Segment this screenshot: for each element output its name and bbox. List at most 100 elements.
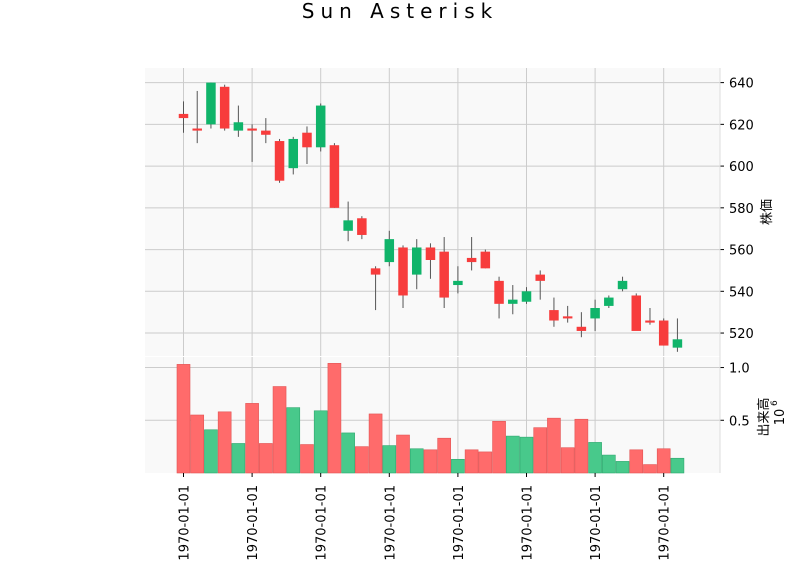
candle-body: [658, 320, 669, 346]
volume-bar: [547, 417, 561, 474]
price-tick-label: 640: [729, 77, 754, 92]
price-axis-label: 株価: [760, 199, 775, 225]
volume-bar: [327, 363, 342, 474]
candle-body: [425, 247, 436, 260]
volume-bar: [602, 454, 616, 474]
volume-bar: [176, 364, 191, 474]
price-panel: [145, 68, 720, 356]
volume-bar: [478, 451, 493, 474]
candle-body: [645, 320, 655, 323]
volume-bar: [204, 429, 218, 474]
volume-bar: [670, 457, 685, 474]
x-tick-label: 1970-01-01: [521, 485, 536, 561]
candle-body: [302, 132, 312, 148]
candle-body: [439, 251, 449, 298]
volume-bar: [409, 448, 424, 474]
candle-body: [521, 291, 532, 302]
candle-body: [590, 308, 600, 319]
candle-body: [576, 326, 587, 331]
volume-bar: [245, 403, 259, 474]
volume-bar: [533, 427, 548, 474]
candle-body: [247, 128, 257, 131]
candle-body: [261, 130, 271, 135]
volume-bar: [492, 421, 506, 474]
volume-tick-label: 0.5: [729, 414, 750, 429]
candle-body: [508, 299, 518, 304]
candle-body: [370, 268, 381, 275]
candle-body: [357, 218, 367, 235]
volume-bar: [656, 448, 671, 474]
candle-body: [384, 239, 395, 263]
volume-bar: [519, 436, 534, 474]
candle-body: [466, 257, 477, 263]
candle-body: [288, 138, 299, 169]
x-tick-label: 1970-01-01: [246, 485, 261, 561]
price-tick-label: 560: [729, 244, 754, 259]
candle-body: [562, 316, 573, 319]
price-tick-label: 520: [729, 327, 754, 342]
volume-bar: [615, 461, 630, 474]
volume-bars: [176, 363, 685, 474]
x-tick-label: 1970-01-01: [178, 485, 193, 561]
candle-body: [453, 280, 463, 286]
volume-bar: [505, 435, 520, 474]
volume-tick-label: 1.0: [729, 362, 750, 377]
x-tick-label: 1970-01-01: [658, 485, 673, 561]
candles: [178, 82, 683, 352]
candle-body: [617, 280, 628, 290]
x-tick-label: 1970-01-01: [452, 485, 467, 561]
axes: 520 540 560 580 600 620 640 0.5 1.0 1970-01-01 197…: [178, 68, 754, 561]
x-tick-label: 1970-01-01: [589, 485, 604, 561]
volume-axis-label: 出来高: [756, 397, 772, 436]
x-tick-label: 1970-01-01: [315, 485, 330, 561]
candle-body: [343, 220, 353, 231]
price-tick-label: 540: [729, 285, 754, 300]
volume-bar: [231, 443, 246, 474]
candle-body: [192, 128, 202, 131]
price-tick-label: 620: [729, 118, 754, 133]
candle-body: [206, 82, 216, 125]
volume-bar: [588, 442, 602, 474]
volume-bar: [629, 449, 644, 474]
volume-bar: [423, 449, 438, 474]
volume-bar: [643, 464, 657, 474]
volume-bar: [396, 434, 410, 474]
price-tick-label: 600: [729, 160, 754, 175]
volume-bar: [355, 446, 369, 474]
volume-bar: [464, 449, 479, 474]
volume-bar: [437, 437, 451, 474]
volume-bar: [217, 411, 232, 474]
candle-body: [315, 105, 326, 148]
volume-bar: [560, 447, 575, 474]
x-tick-label: 1970-01-01: [383, 485, 398, 561]
chart-title: Sun Asterisk: [302, 0, 498, 23]
volume-bar: [368, 413, 383, 474]
candle-body: [398, 247, 408, 296]
candle-body: [219, 86, 230, 129]
candle-body: [329, 145, 340, 208]
candle-body: [480, 251, 491, 269]
candle-body: [411, 247, 422, 275]
candle-body: [178, 113, 189, 119]
candle-body: [494, 280, 504, 304]
volume-bar: [286, 407, 301, 474]
volume-scale-exponent: 6: [770, 400, 780, 406]
volume-bar: [574, 418, 589, 474]
volume-scale-base: 10: [773, 409, 788, 426]
volume-scale: 10 6: [770, 400, 788, 425]
volume-bar: [300, 444, 314, 474]
candle-body: [549, 310, 559, 321]
price-tick-label: 580: [729, 202, 754, 217]
candle-body: [672, 339, 683, 348]
candle-body: [535, 274, 545, 281]
volume-bar: [259, 443, 273, 474]
candle-body: [274, 141, 285, 181]
candle-body: [233, 122, 244, 131]
candle-body: [631, 295, 642, 331]
volume-bar: [382, 445, 397, 474]
volume-bar: [341, 432, 355, 474]
volume-bar: [313, 410, 328, 474]
volume-bar: [451, 458, 465, 474]
candle-body: [604, 297, 614, 306]
